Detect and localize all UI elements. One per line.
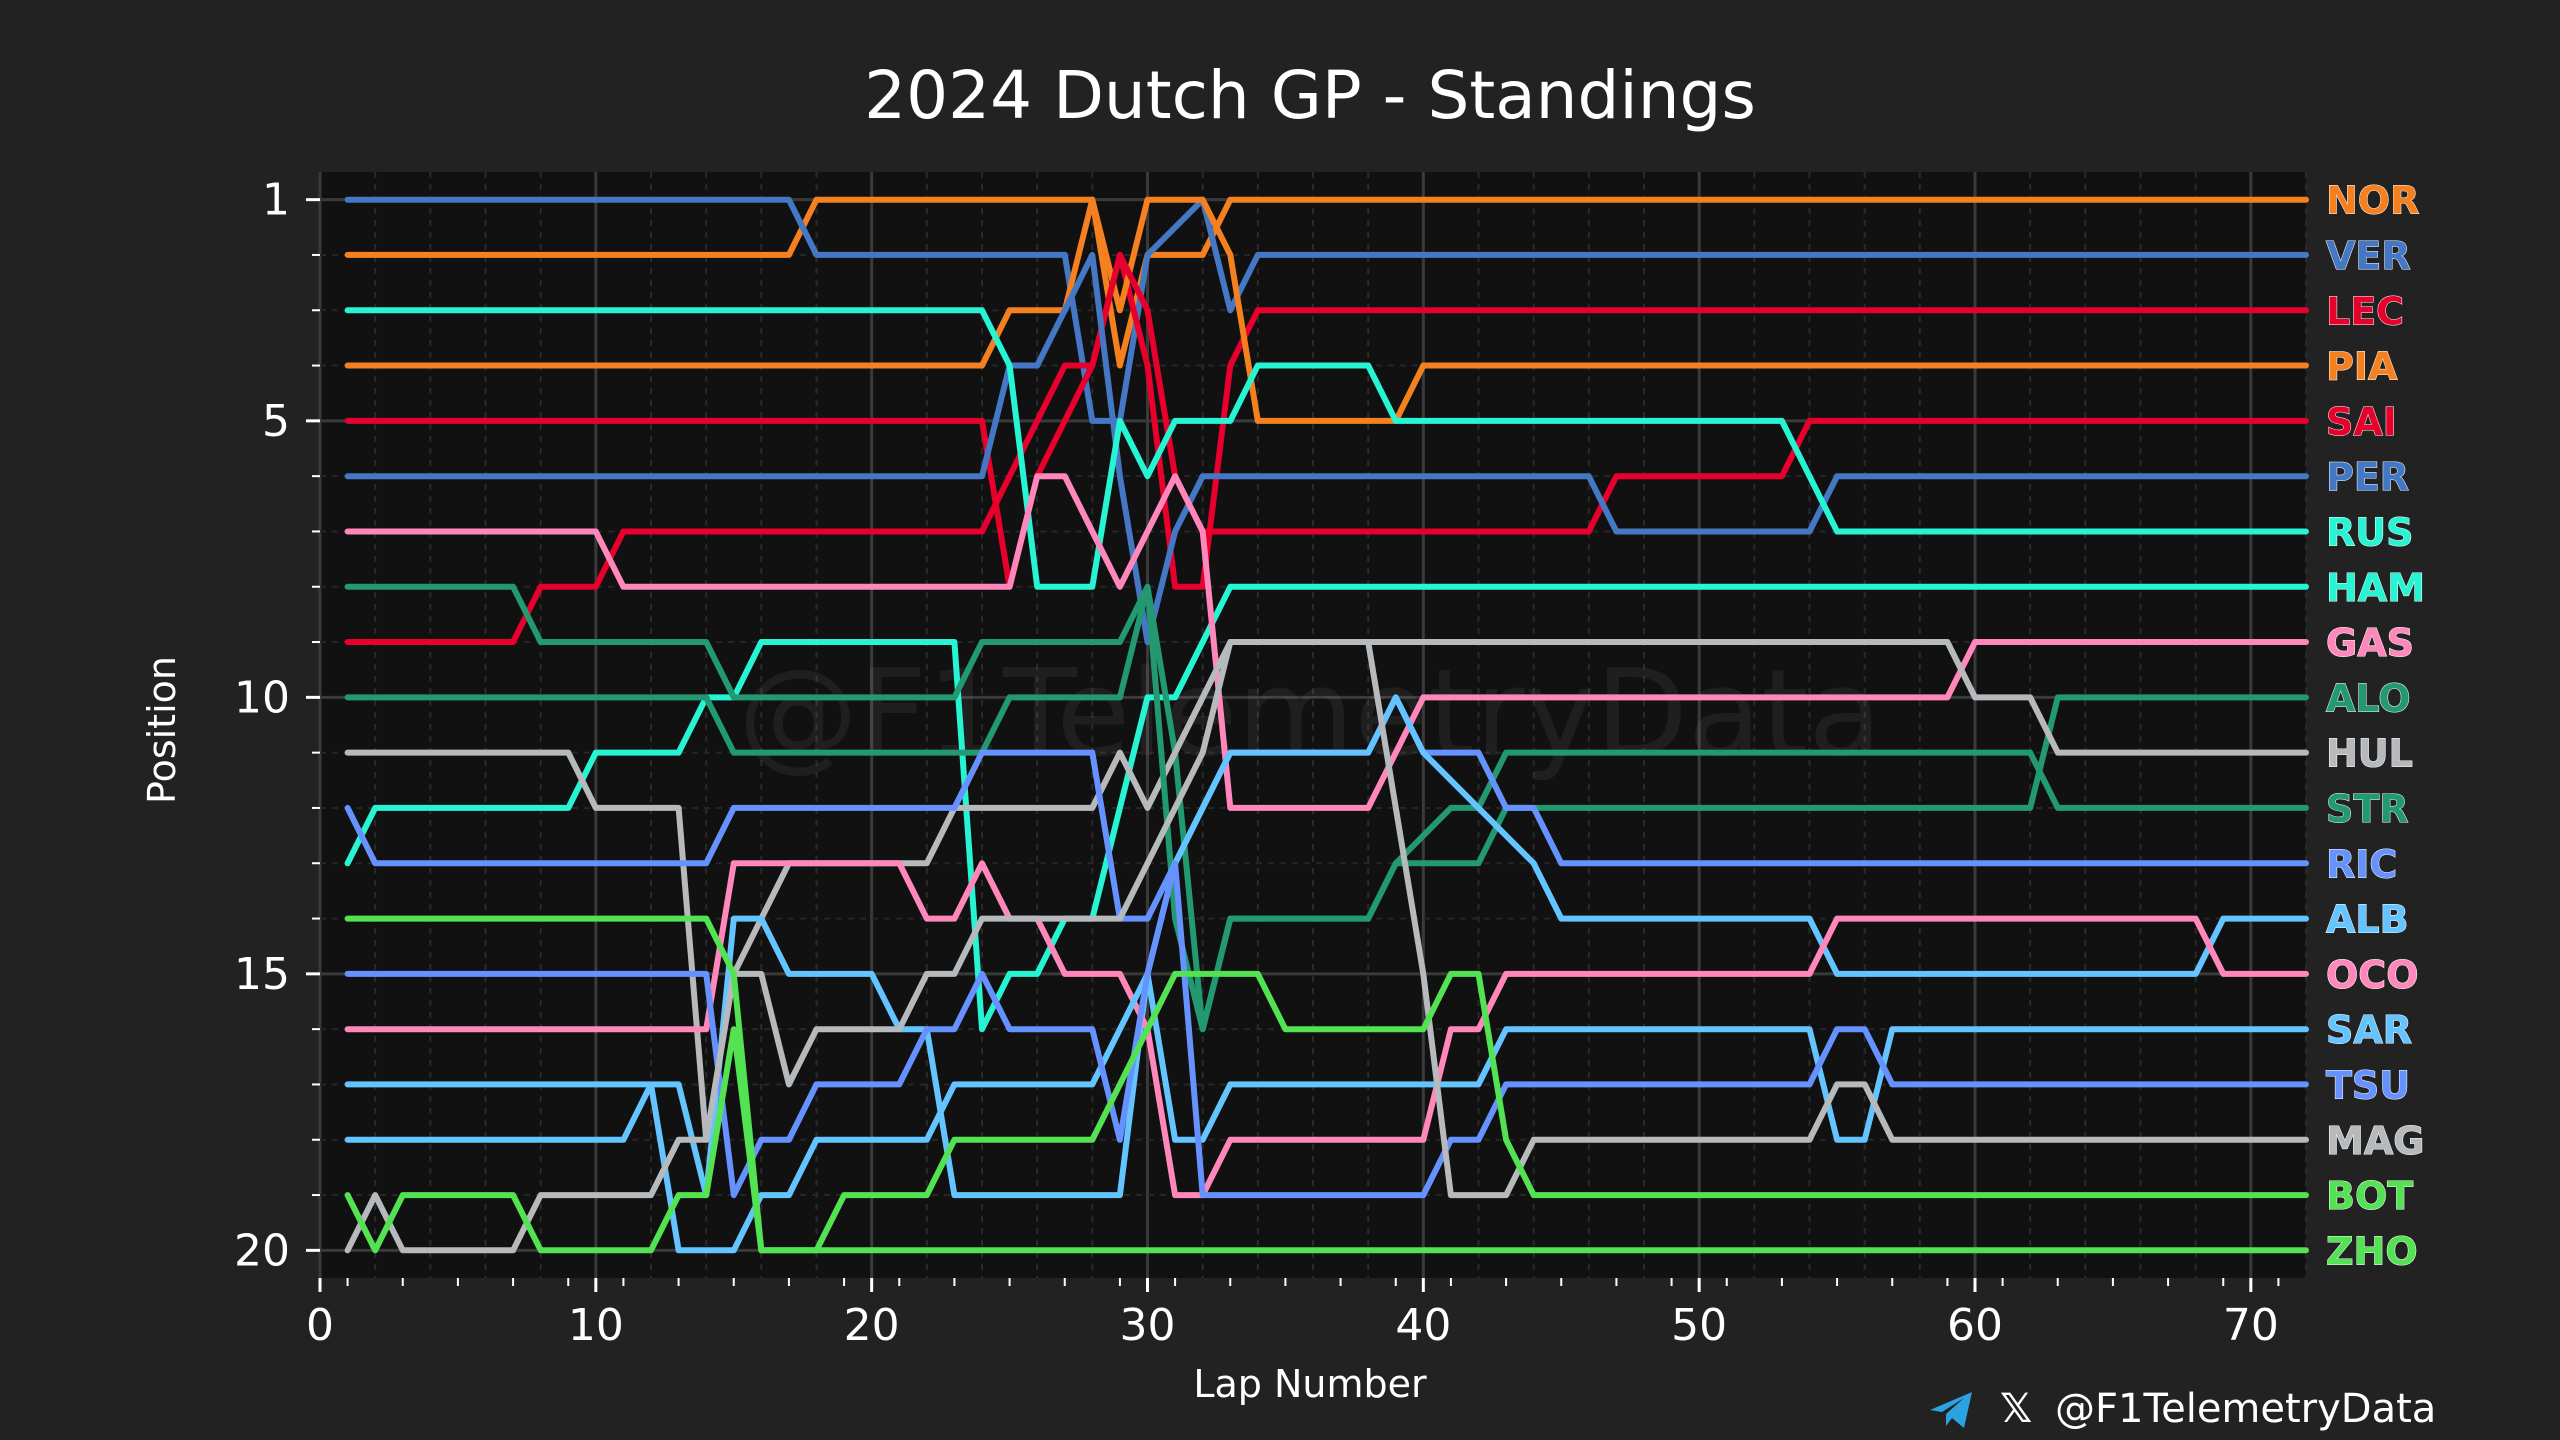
driver-label-hul: HUL bbox=[2326, 732, 2413, 776]
series-line-nor[interactable] bbox=[344, 196, 2309, 369]
driver-label-sar: SAR bbox=[2326, 1008, 2412, 1052]
driver-label-mag: MAG bbox=[2326, 1119, 2424, 1163]
y-axis-label: Position bbox=[140, 656, 184, 804]
series-line-tsu[interactable] bbox=[344, 860, 2309, 1199]
driver-label-per: PER bbox=[2326, 455, 2409, 499]
chart-title: 2024 Dutch GP - Standings bbox=[864, 57, 1756, 134]
watermark: @F1TelemetryData bbox=[738, 645, 1882, 784]
series-line-mag[interactable] bbox=[344, 639, 2309, 1254]
x-tick-label: 30 bbox=[1120, 1300, 1176, 1351]
x-logo-icon[interactable]: 𝕏 bbox=[2000, 1386, 2032, 1432]
driver-label-rus: RUS bbox=[2326, 510, 2414, 554]
y-tick-label: 1 bbox=[262, 175, 290, 226]
driver-label-tsu: TSU bbox=[2326, 1063, 2410, 1107]
x-tick-label: 60 bbox=[1947, 1300, 2003, 1351]
series-line-zho[interactable] bbox=[344, 915, 2309, 1254]
series-line-bot[interactable] bbox=[344, 970, 2309, 1254]
driver-label-lec: LEC bbox=[2326, 289, 2404, 333]
series-layer bbox=[344, 196, 2309, 1254]
x-tick-label: 20 bbox=[844, 1300, 900, 1351]
driver-label-bot: BOT bbox=[2326, 1174, 2413, 1218]
x-tick-label: 40 bbox=[1395, 1300, 1451, 1351]
driver-label-alo: ALO bbox=[2326, 676, 2411, 720]
y-tick-label: 10 bbox=[234, 672, 290, 723]
driver-label-layer: NOR VER LEC PIA SAI PER RUS HAM GAS ALO HUL STR RIC A… bbox=[2326, 178, 2426, 1274]
driver-label-zho: ZHO bbox=[2326, 1229, 2418, 1273]
driver-label-gas: GAS bbox=[2326, 621, 2414, 665]
driver-label-ver: VER bbox=[2326, 234, 2411, 278]
driver-label-ric: RIC bbox=[2326, 842, 2397, 886]
telegram-icon[interactable] bbox=[1930, 1392, 1972, 1428]
driver-label-ham: HAM bbox=[2326, 566, 2425, 610]
series-line-sar[interactable] bbox=[344, 970, 2309, 1254]
driver-label-alb: ALB bbox=[2326, 898, 2409, 942]
x-axis-label: Lap Number bbox=[1193, 1362, 1427, 1406]
x-tick-label: 0 bbox=[306, 1300, 334, 1351]
driver-label-oco: OCO bbox=[2326, 953, 2419, 997]
series-line-sai[interactable] bbox=[344, 251, 2309, 645]
x-tick-label: 70 bbox=[2223, 1300, 2279, 1351]
x-tick-label: 10 bbox=[568, 1300, 624, 1351]
x-tick-label: 50 bbox=[1671, 1300, 1727, 1351]
credit-handle[interactable]: @F1TelemetryData bbox=[2055, 1386, 2436, 1432]
driver-label-nor: NOR bbox=[2326, 179, 2419, 223]
y-tick-label: 20 bbox=[234, 1225, 290, 1276]
series-line-gas[interactable] bbox=[344, 473, 2309, 811]
y-tick-label: 5 bbox=[262, 396, 290, 447]
series-line-per[interactable] bbox=[344, 251, 2309, 645]
driver-label-pia: PIA bbox=[2326, 345, 2398, 389]
series-line-oco[interactable] bbox=[344, 860, 2309, 1199]
driver-label-str: STR bbox=[2326, 787, 2409, 831]
driver-label-sai: SAI bbox=[2326, 400, 2397, 444]
credit-group: 𝕏 @F1TelemetryData bbox=[1930, 1386, 2436, 1432]
y-tick-label: 15 bbox=[234, 949, 290, 1000]
